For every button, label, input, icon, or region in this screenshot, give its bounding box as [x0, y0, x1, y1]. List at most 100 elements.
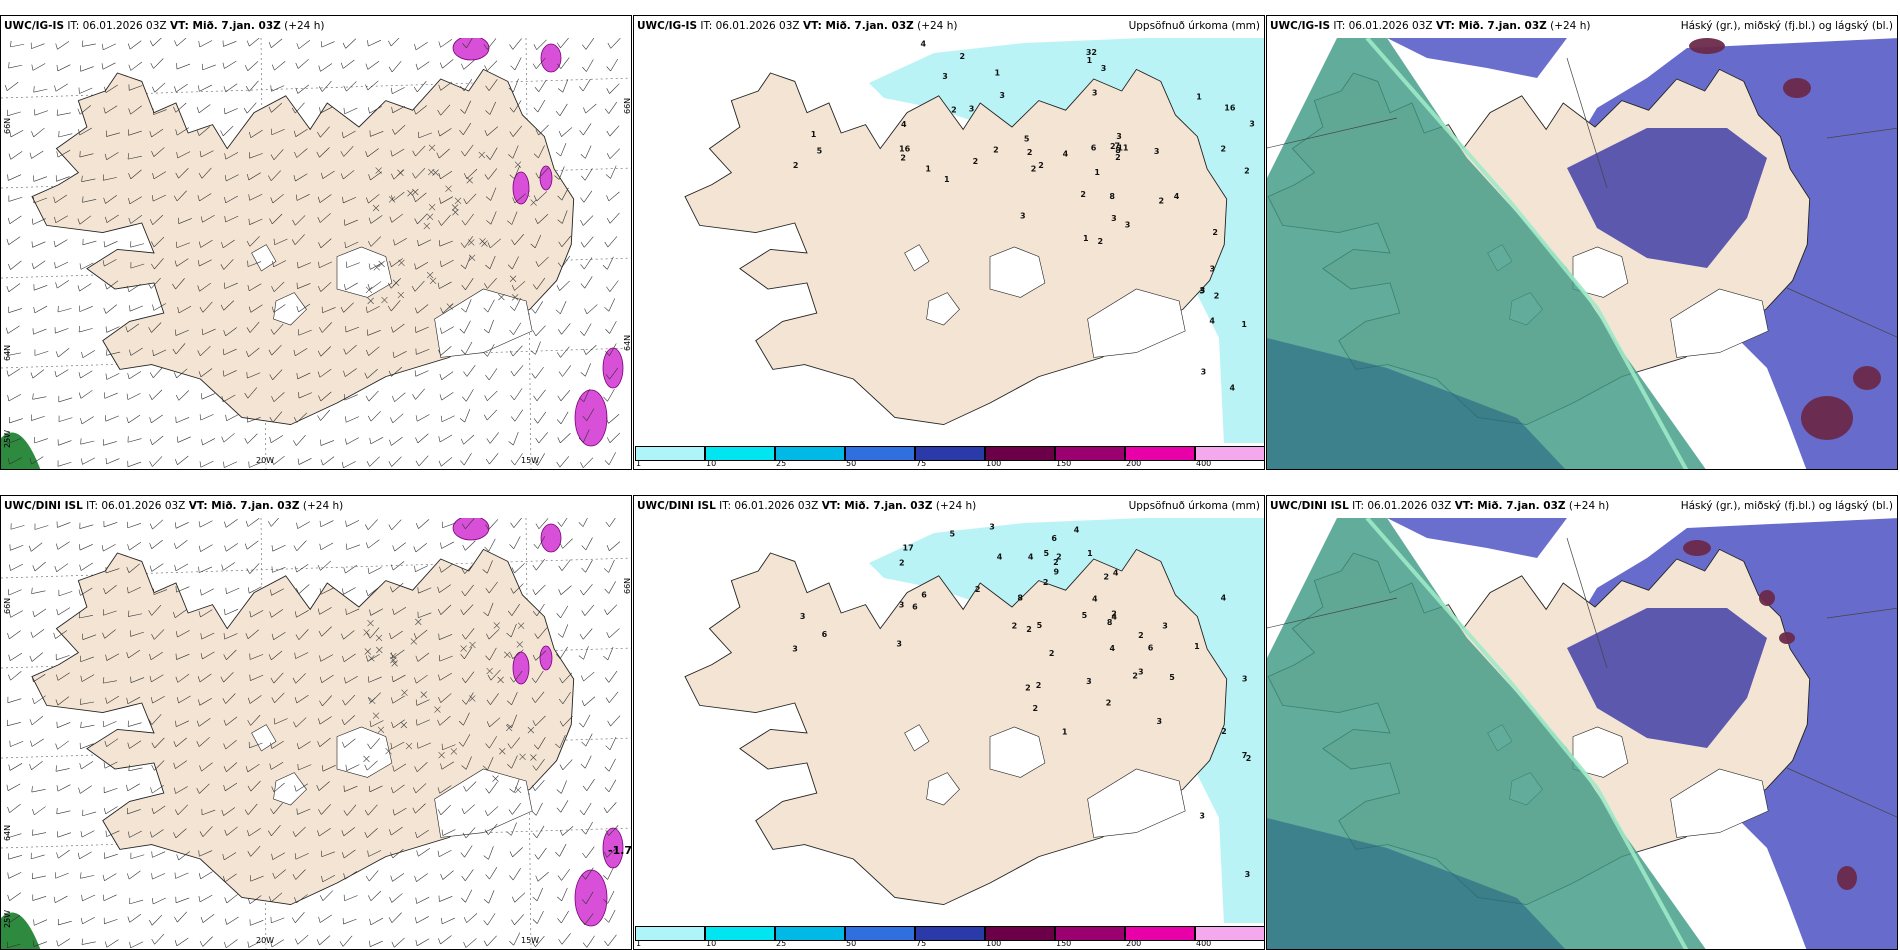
precip-value: 3 [942, 72, 948, 81]
precip-value: 4 [1092, 594, 1098, 603]
precip-value: 3 [1199, 812, 1205, 821]
precip-value: 4 [1113, 569, 1119, 578]
precip-value: 3 [969, 105, 975, 114]
colorbar-label: 50 [846, 939, 857, 948]
precip-value: 1 [1087, 56, 1093, 65]
precip-value: 1 [1196, 93, 1202, 102]
colorbar-label: 25 [776, 459, 787, 468]
precip-value: 2 [1110, 142, 1116, 151]
precip-value: 4 [1063, 149, 1069, 158]
glacier [1087, 768, 1186, 838]
precip-value: 2 [1031, 165, 1037, 174]
glacier [273, 292, 307, 326]
lat-label: 64N [623, 334, 632, 351]
wind-map [1, 38, 631, 469]
precip-value: 1 [1087, 549, 1093, 558]
precip-value: 4 [1174, 192, 1180, 201]
colorbar-swatch [775, 926, 845, 941]
glacier [434, 288, 533, 358]
precip-value: 4 [997, 553, 1003, 562]
precip-value: 4 [1109, 644, 1115, 653]
low-cloud [1567, 608, 1767, 748]
colorbar-label: 1 [636, 939, 642, 948]
colorbar-swatch [915, 446, 985, 461]
precip-value: 4 [901, 120, 907, 129]
precip-value: 1 [1062, 727, 1068, 736]
precip-value: 6 [912, 603, 918, 612]
low-cloud [1267, 818, 1566, 949]
colorbar-label: 200 [1126, 939, 1142, 948]
precip-value: 2 [1221, 727, 1227, 736]
colorbar-label: 75 [916, 459, 927, 468]
precip-value: 6 [921, 591, 927, 600]
precip-value: 2 [959, 52, 965, 61]
precip-value: 3 [1101, 64, 1107, 73]
precip-value: 1 [944, 175, 950, 184]
precip-value: 6 [1091, 144, 1097, 153]
colorbar-swatch [635, 446, 705, 461]
precip-value: 9 [1054, 568, 1060, 577]
precip-value: 16 [1224, 103, 1236, 112]
precip-value: 2 [793, 161, 799, 170]
precip-value: 16 [899, 145, 911, 154]
precip-colorbar: 1 10 25 50 75 100 150 200 400 [634, 443, 1264, 469]
precip-value: 3 [896, 640, 902, 649]
precip-value: 3 [1200, 286, 1206, 295]
precip-value: 2 [1098, 237, 1104, 246]
model-name: UWC/IG-IS [1270, 20, 1331, 32]
glacier [1670, 768, 1769, 838]
lead-time: (+24 h) [935, 500, 977, 512]
valid-time: VT: Mið. 7.jan. 03Z [821, 500, 933, 512]
precip-value: 5 [950, 530, 956, 539]
precip-value: 3 [1154, 147, 1160, 156]
precip-value: 2 [899, 558, 905, 567]
issue-time: IT: 06.01.2026 03Z [67, 20, 167, 32]
colorbar-swatch [1125, 926, 1195, 941]
precip-value: 8 [1017, 593, 1023, 602]
wind-value-label: -1.7 [608, 844, 632, 857]
precip-value: 2 [1244, 166, 1250, 175]
iceland-landmass [684, 68, 1228, 426]
panel-cloud-row1: UWC/IG-IS IT: 06.01.2026 03Z VT: Mið. 7.… [1266, 15, 1898, 470]
panel-header: UWC/DINI ISL IT: 06.01.2026 03Z VT: Mið.… [1, 496, 631, 518]
precip-value: 2 [1080, 190, 1086, 199]
precip-value: 2 [1036, 681, 1042, 690]
precip-value: 2 [1158, 196, 1164, 205]
precip-value: 2 [900, 154, 906, 163]
precip-value: 5 [1044, 549, 1050, 558]
valid-time: VT: Mið. 7.jan. 03Z [188, 500, 300, 512]
colorbar-label: 400 [1196, 939, 1212, 948]
precip-value: 4 [1209, 317, 1215, 326]
precip-value: 6 [1148, 643, 1154, 652]
glacier [989, 246, 1046, 298]
glacier [336, 726, 393, 778]
colorbar-swatch [1055, 926, 1125, 941]
panel-precip-row2: UWC/DINI ISL IT: 06.01.2026 03Z VT: Mið.… [633, 495, 1265, 950]
glacier [251, 724, 277, 752]
precip-value: 1 [1241, 320, 1247, 329]
lon-label: 15W [521, 936, 540, 945]
precip-value: 3 [792, 645, 798, 654]
precip-title: Uppsöfnuð úrkoma (mm) [1128, 20, 1260, 32]
colorbar-label: 400 [1196, 459, 1212, 468]
colorbar-label: 150 [1056, 459, 1072, 468]
panel-header: UWC/IG-IS IT: 06.01.2026 03Z VT: Mið. 7.… [1, 16, 631, 38]
low-cloud [1387, 518, 1567, 558]
precip-value: 1 [811, 130, 817, 139]
colorbar-label: 10 [706, 939, 717, 948]
glacier [904, 244, 930, 272]
glacier [926, 292, 960, 326]
precip-value: 4 [1221, 593, 1227, 602]
panel-header: UWC/IG-IS IT: 06.01.2026 03Z VT: Mið. 7.… [1267, 16, 1897, 38]
precip-value: 2 [1106, 699, 1112, 708]
iceland-landmass [684, 548, 1228, 906]
precip-value: 5 [1082, 611, 1088, 620]
precip-value: 1 [1083, 234, 1089, 243]
precip-value: 3 [1199, 287, 1205, 296]
colorbar-swatch [635, 926, 705, 941]
precip-title: Uppsöfnuð úrkoma (mm) [1128, 500, 1260, 512]
colorbar-swatch [1195, 926, 1264, 941]
high-cloud [1267, 518, 1706, 949]
